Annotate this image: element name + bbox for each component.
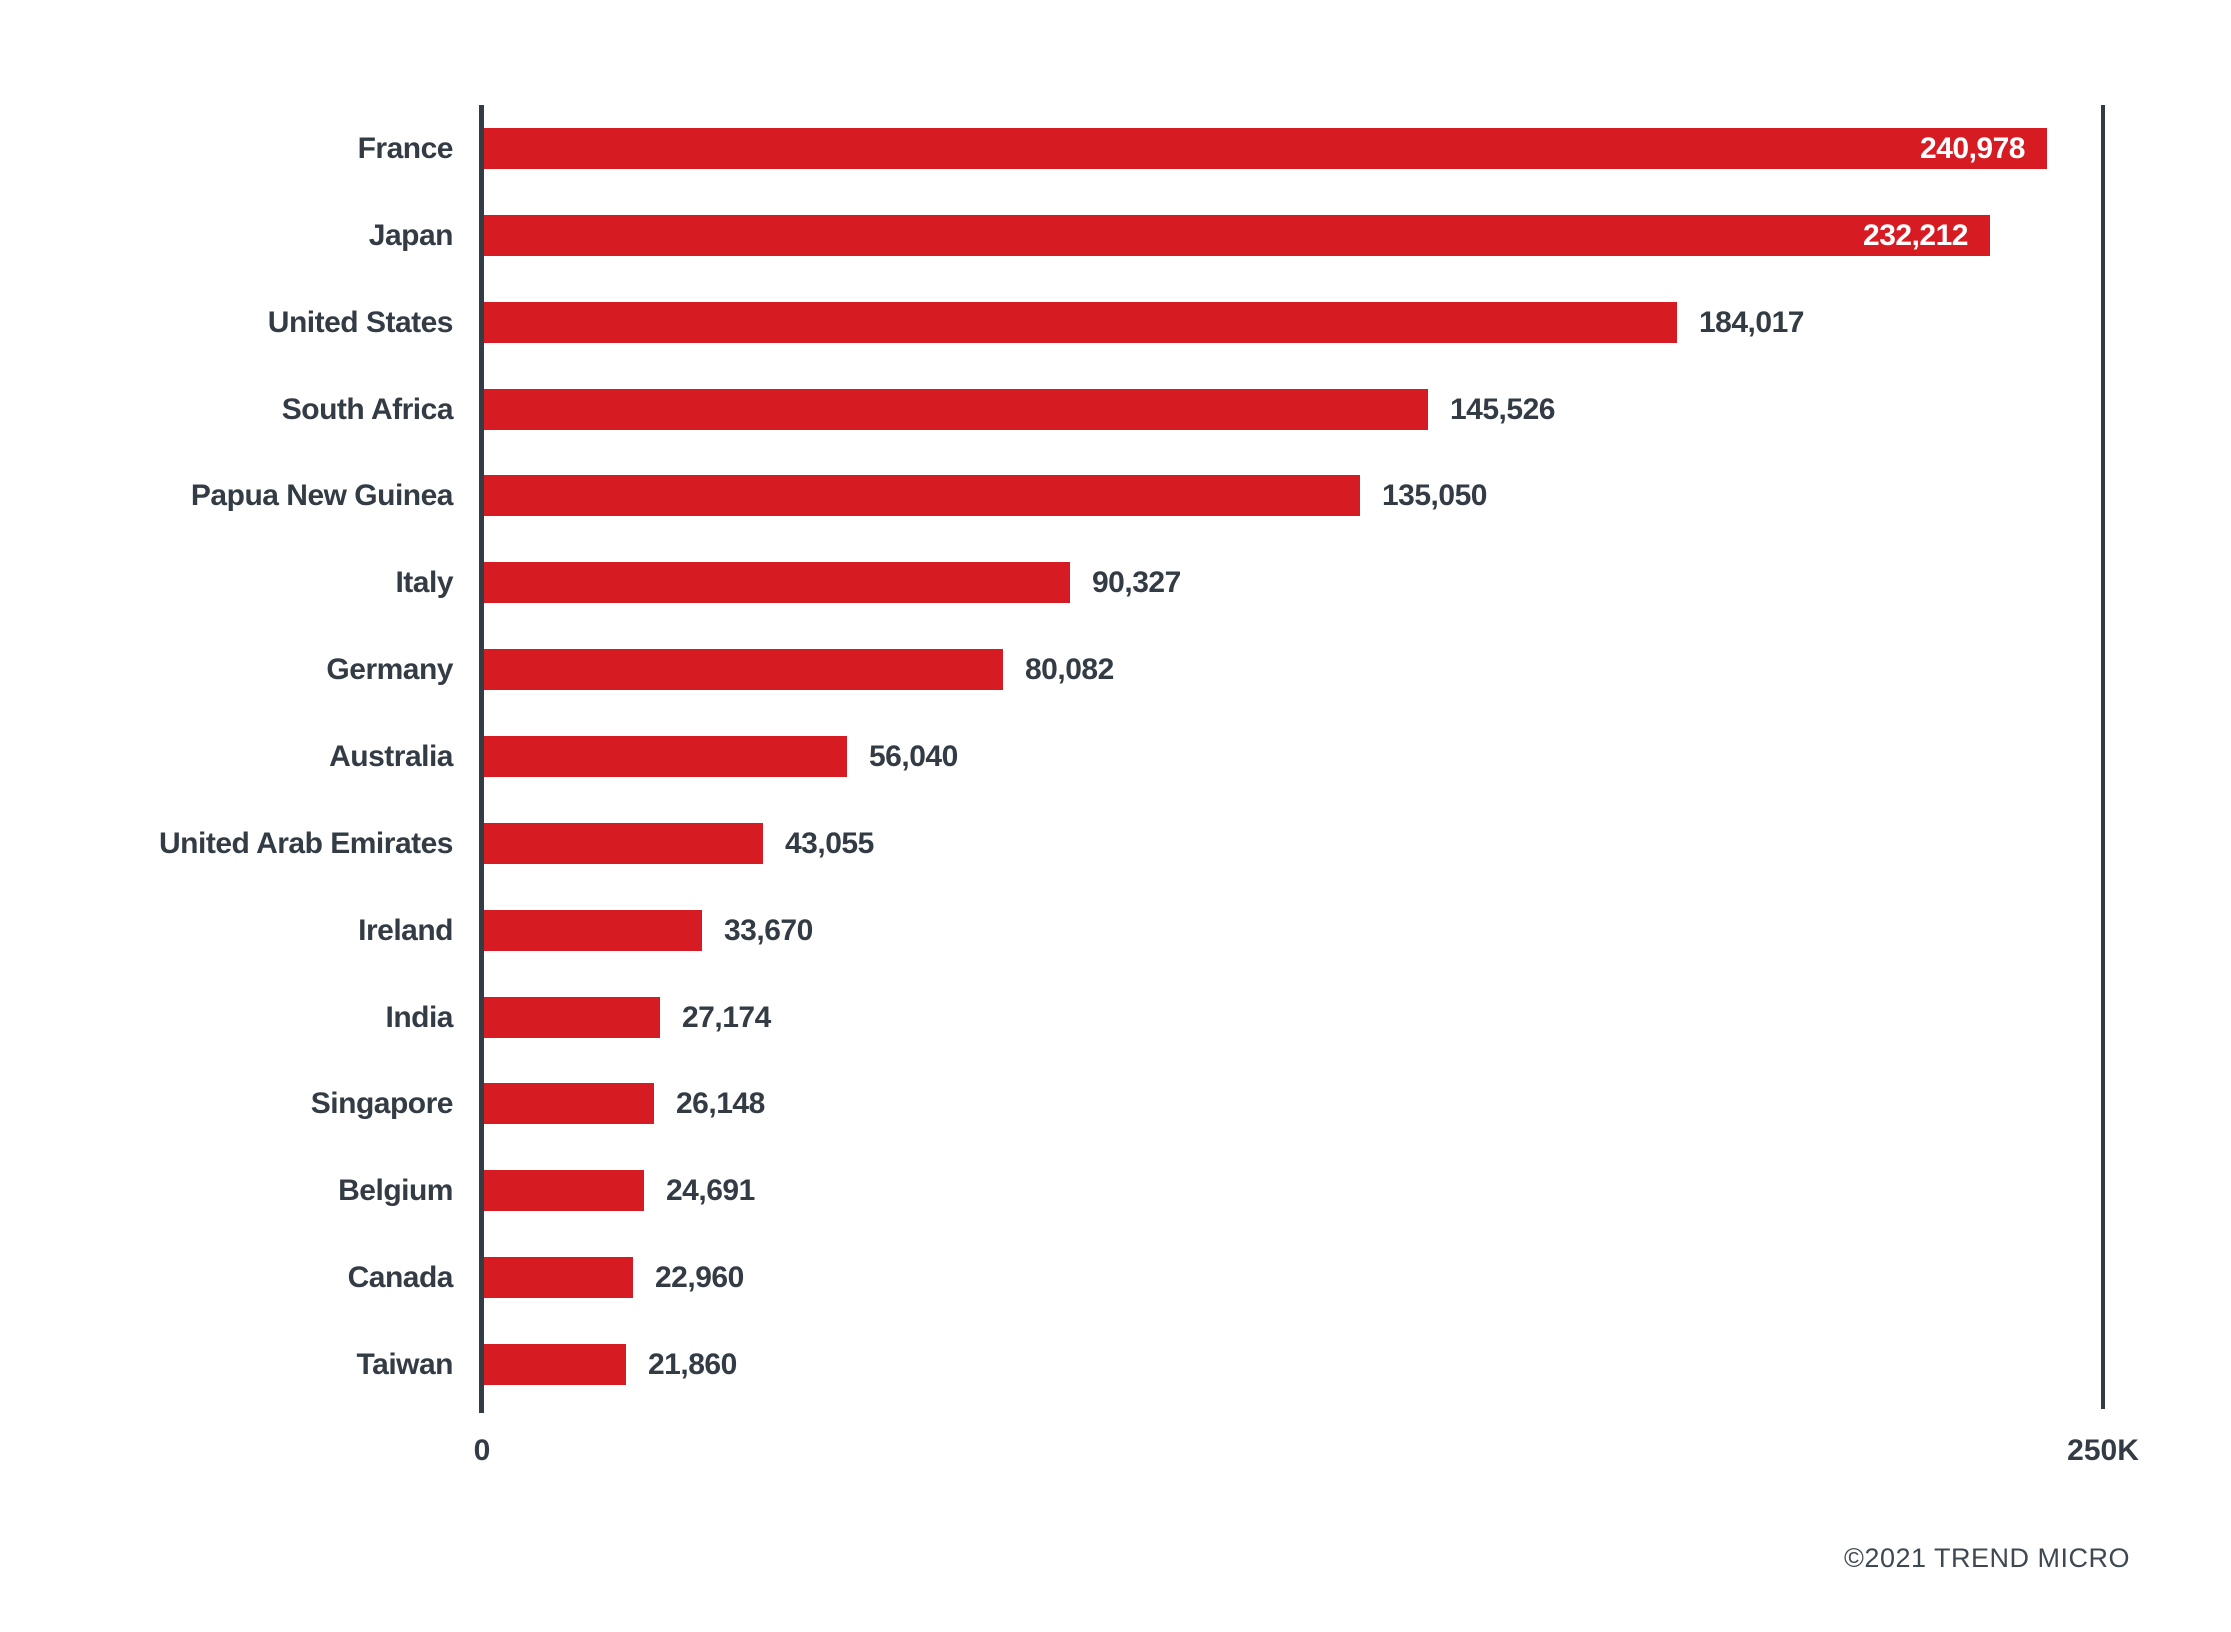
category-label: Belgium (338, 1174, 453, 1208)
value-label: 43,055 (785, 826, 874, 860)
bar-row: Singapore 26,148 (0, 1083, 2231, 1125)
value-label: 56,040 (869, 739, 958, 773)
bar-row: Australia 56,040 (0, 735, 2231, 777)
bar-row: Germany 80,082 (0, 649, 2231, 691)
category-label: United States (267, 305, 454, 339)
category-label: Taiwan (356, 1347, 454, 1381)
bar (484, 388, 1428, 430)
bar-row: Belgium 24,691 (0, 1170, 2231, 1212)
value-label: 27,174 (682, 1000, 771, 1034)
y-axis-line (479, 105, 484, 1413)
bar (484, 562, 1070, 604)
value-label: 24,691 (666, 1174, 755, 1208)
bar (484, 475, 1360, 517)
bar (484, 1343, 626, 1385)
value-label: 80,082 (1025, 653, 1114, 687)
bar (484, 301, 1677, 343)
value-label: 135,050 (1382, 479, 1487, 513)
bar-row: South Africa 145,526 (0, 388, 2231, 430)
category-label: France (357, 132, 454, 165)
x-axis-tick-250k: 250K (2067, 1434, 2139, 1467)
value-label: 33,670 (724, 913, 813, 947)
copyright-text: ©2021 TREND MICRO (1844, 1543, 2130, 1573)
x-max-boundary-line (2101, 105, 2105, 1409)
bar: 232,212 (484, 214, 1990, 256)
category-label: Australia (329, 739, 453, 773)
category-label: Singapore (310, 1087, 454, 1121)
category-label: South Africa (281, 392, 454, 426)
bar (484, 735, 847, 777)
value-label: 90,327 (1092, 566, 1181, 600)
bar (484, 1083, 654, 1125)
category-label: Ireland (358, 913, 453, 947)
value-label: 21,860 (648, 1347, 737, 1381)
value-label: 232,212 (1863, 218, 1968, 252)
bar (484, 1257, 633, 1299)
category-label: Japan (368, 218, 454, 252)
bar-row: Taiwan 21,860 (0, 1343, 2231, 1385)
bar (484, 822, 763, 864)
bar-row: France 240,978 (0, 128, 2231, 169)
bar-row: India 27,174 (0, 996, 2231, 1038)
value-label: 22,960 (655, 1261, 744, 1295)
category-label: United Arab Emirates (159, 826, 453, 860)
bar-row: Japan 232,212 (0, 214, 2231, 256)
value-label: 26,148 (676, 1087, 765, 1121)
bar (484, 1170, 644, 1212)
bar (484, 996, 660, 1038)
x-axis-tick-zero: 0 (473, 1434, 491, 1467)
bar: 240,978 (484, 128, 2047, 169)
category-label: Papua New Guinea (190, 479, 454, 513)
bar-row: Canada 22,960 (0, 1257, 2231, 1299)
value-label: 184,017 (1699, 305, 1804, 339)
bar (484, 649, 1003, 691)
bar-row: United States 184,017 (0, 301, 2231, 343)
value-label: 240,978 (1920, 132, 2025, 165)
category-label: India (385, 1000, 453, 1034)
bar-row: Papua New Guinea 135,050 (0, 475, 2231, 517)
category-label: Germany (326, 653, 453, 687)
bar-row: Italy 90,327 (0, 562, 2231, 604)
category-label: Canada (347, 1261, 454, 1295)
value-label: 145,526 (1450, 392, 1555, 426)
category-label: Italy (395, 566, 453, 600)
bar-row: United Arab Emirates 43,055 (0, 822, 2231, 864)
bar-row: Ireland 33,670 (0, 909, 2231, 951)
bar (484, 909, 702, 951)
